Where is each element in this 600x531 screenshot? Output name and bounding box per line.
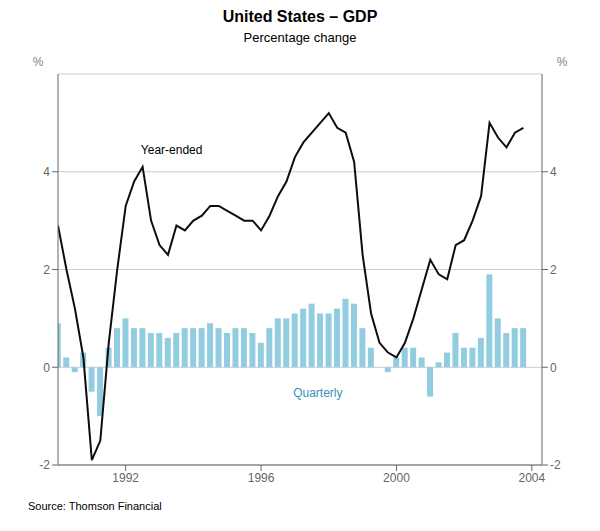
html-text:Source: Thomson Financial: Source: Thomson Financial	[28, 500, 162, 512]
html-text:Percentage change: Percentage change	[243, 30, 357, 45]
svg-text:%: %	[33, 55, 44, 69]
svg-text:1992: 1992	[112, 471, 139, 485]
html-text:United States – GDP: United States – GDP	[222, 8, 378, 25]
svg-text:Year-ended: Year-ended	[141, 143, 203, 157]
svg-text:%: %	[557, 55, 568, 69]
svg-text:4: 4	[550, 165, 557, 179]
svg-text:2: 2	[43, 263, 50, 277]
svg-text:2000: 2000	[383, 471, 410, 485]
svg-text:-2: -2	[550, 458, 561, 472]
svg-text:Quarterly: Quarterly	[293, 386, 342, 400]
svg-text:2: 2	[550, 263, 557, 277]
svg-text:0: 0	[43, 361, 50, 375]
svg-text:0: 0	[550, 361, 557, 375]
svg-text:1996: 1996	[248, 471, 275, 485]
svg-text:2004: 2004	[518, 471, 545, 485]
svg-text:4: 4	[43, 165, 50, 179]
svg-text:-2: -2	[39, 458, 50, 472]
